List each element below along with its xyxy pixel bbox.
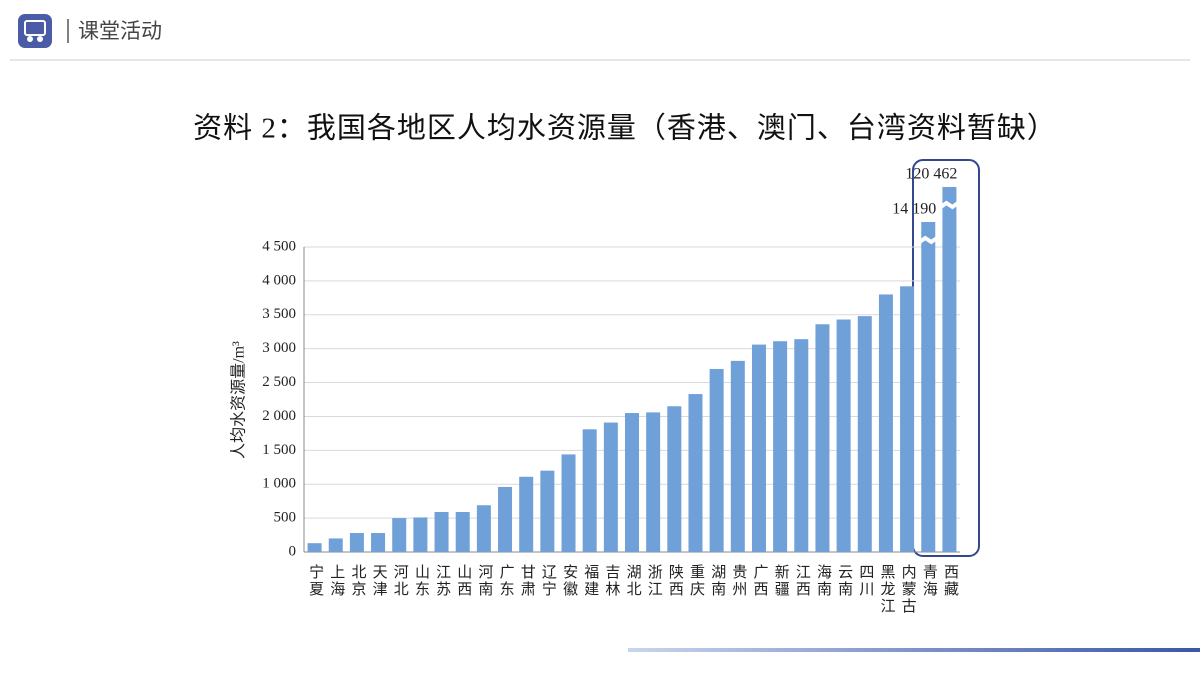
x-tick-label: 新疆 — [773, 564, 790, 598]
x-tick-label: 海南 — [815, 564, 832, 598]
bar — [667, 406, 682, 552]
bar — [857, 316, 872, 552]
y-tick-label: 3 500 — [262, 306, 296, 322]
bar — [836, 319, 851, 552]
y-tick-label: 2 000 — [262, 408, 296, 424]
x-tick-label: 湖北 — [625, 564, 642, 598]
x-tick-label: 广西 — [752, 564, 769, 598]
x-tick-label: 西藏 — [942, 564, 959, 598]
axis-break — [917, 235, 940, 245]
x-tick-label: 广东 — [498, 564, 514, 598]
x-tick-label: 上海 — [328, 564, 345, 598]
bar — [751, 344, 766, 552]
y-tick-label: 500 — [274, 510, 297, 526]
header-icon-board — [24, 20, 46, 36]
x-tick-label: 福建 — [582, 564, 599, 598]
x-tick-label: 内蒙古 — [900, 564, 917, 615]
x-tick-label: 湖南 — [709, 564, 726, 598]
bar — [476, 505, 491, 552]
bar — [625, 413, 639, 552]
bar — [519, 476, 534, 552]
y-tick-label: 0 — [289, 543, 297, 559]
bar — [582, 429, 597, 552]
header-icon-person — [27, 36, 33, 42]
y-axis-label: 人均水资源量/m³ — [230, 341, 248, 459]
bar — [349, 533, 364, 552]
x-tick-label: 贵州 — [730, 564, 747, 598]
bar — [328, 538, 343, 552]
y-tick-label: 1 500 — [262, 442, 296, 458]
bar — [307, 543, 322, 552]
x-tick-label: 甘肃 — [519, 564, 536, 598]
bar — [392, 518, 407, 552]
y-tick-label: 2 500 — [262, 374, 296, 390]
bar — [688, 394, 703, 552]
bar — [942, 187, 957, 552]
x-tick-label: 山西 — [455, 564, 472, 598]
x-tick-label: 安徽 — [561, 564, 578, 598]
y-tick-label: 1 000 — [262, 476, 296, 492]
header-title: 课堂活动 — [78, 19, 162, 43]
bar — [540, 470, 555, 552]
x-tick-label: 陕西 — [667, 564, 684, 598]
x-tick-label: 江西 — [794, 564, 811, 598]
bar — [878, 294, 893, 552]
footer-bar — [628, 648, 1200, 652]
value-label: 120 462 — [905, 166, 957, 183]
bar — [709, 369, 724, 552]
x-tick-label: 河南 — [476, 564, 493, 598]
bar — [413, 517, 428, 552]
bar — [921, 222, 936, 552]
axis-break — [938, 200, 961, 210]
y-tick-label: 4 000 — [262, 272, 296, 288]
x-tick-label: 重庆 — [688, 564, 705, 598]
x-tick-label: 四川 — [857, 564, 874, 598]
bar — [900, 286, 915, 552]
bar — [455, 512, 470, 552]
bar — [561, 454, 576, 552]
bar — [498, 486, 513, 552]
x-tick-label: 天津 — [371, 564, 388, 598]
x-tick-label: 江苏 — [434, 564, 451, 598]
x-tick-label: 宁夏 — [307, 564, 324, 598]
y-tick-label: 4 500 — [262, 238, 296, 254]
x-tick-label: 吉林 — [603, 564, 620, 598]
x-tick-label: 山东 — [413, 564, 429, 598]
bar — [815, 324, 830, 552]
bar — [646, 412, 661, 552]
x-tick-label: 浙江 — [646, 564, 663, 598]
bar — [773, 341, 788, 552]
y-tick-label: 3 000 — [262, 340, 296, 356]
bar — [434, 512, 449, 552]
x-tick-label: 河北 — [392, 564, 409, 598]
bar — [794, 339, 809, 552]
header-icon-person — [37, 36, 43, 42]
x-tick-label: 辽宁 — [540, 564, 557, 598]
x-tick-label: 北京 — [349, 564, 366, 598]
value-label: 14 190 — [892, 201, 936, 218]
x-tick-label: 黑龙江 — [878, 564, 895, 615]
bar — [730, 360, 745, 552]
chart-title: 资料 2：我国各地区人均水资源量（香港、澳门、台湾资料暂缺） — [193, 112, 1057, 145]
header-icon — [18, 14, 52, 48]
bar — [371, 533, 386, 552]
x-tick-label: 青海 — [921, 564, 938, 598]
bar — [603, 422, 618, 552]
x-tick-label: 云南 — [836, 564, 853, 598]
